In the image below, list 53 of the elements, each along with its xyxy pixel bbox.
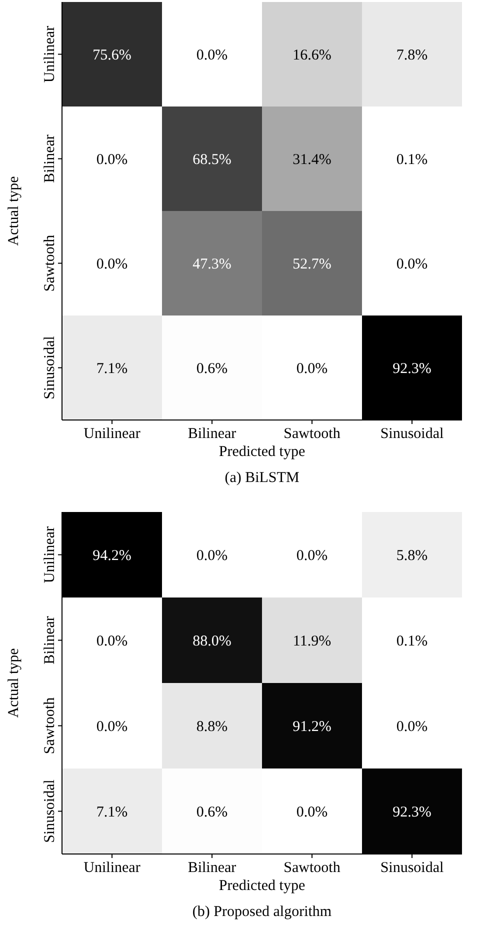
x-tick-label: Unilinear [84,426,140,442]
data-label: 94.2% [92,548,132,564]
data-label: 0.6% [196,804,228,820]
data-label: 52.7% [292,256,332,272]
data-label: 47.3% [192,256,232,272]
data-label: 5.8% [396,548,428,564]
data-label: 91.2% [292,719,332,735]
y-tick-label: Bilinear [42,134,58,183]
data-label: 7.8% [396,48,428,64]
data-label: 0.0% [396,719,428,735]
data-label: 92.3% [392,361,432,377]
x-tick-label: Sinusoidal [380,426,444,442]
data-label: 0.0% [296,361,328,377]
x-axis-title: Predicted type [218,444,306,460]
x-tick-label: Sinusoidal [380,860,444,876]
data-label: 0.1% [396,152,428,168]
data-label: 88.0% [192,634,232,650]
text: (a) BiLSTM [224,470,300,486]
data-label: 0.0% [296,804,328,820]
y-tick-label: Unilinear [42,526,58,584]
x-tick-label: Bilinear [188,860,236,876]
x-tick-label: Bilinear [188,426,236,442]
y-tick-label: Sawtooth [42,696,58,754]
data-label: 0.0% [196,548,228,564]
data-label: 92.3% [392,804,432,820]
data-label: 31.4% [292,152,332,168]
data-label: 11.9% [292,634,332,650]
data-label: 0.0% [96,152,128,168]
data-label: 0.6% [196,361,228,377]
data-label: 0.0% [296,548,328,564]
y-tick-label: Sinusoidal [42,336,58,400]
data-label: 0.0% [96,256,128,272]
y-axis-title: Actual type [6,648,22,718]
x-tick-label: Sawtooth [284,860,341,876]
data-label: 0.1% [396,634,428,650]
data-label: 0.0% [96,719,128,735]
y-tick-label: Sawtooth [42,234,58,292]
data-label: 68.5% [192,152,232,168]
x-tick-label: Unilinear [84,860,140,876]
data-label: 75.6% [92,48,132,64]
data-label: 7.1% [96,804,128,820]
y-tick-label: Bilinear [42,616,58,664]
x-tick-label: Sawtooth [284,426,341,442]
y-axis-title: Actual type [6,176,22,246]
data-label: 8.8% [196,719,228,735]
text: (b) Proposed algorithm [192,904,332,920]
data-label: 0.0% [196,48,228,64]
data-label: 16.6% [292,48,332,64]
data-label: 0.0% [96,634,128,650]
y-tick-label: Unilinear [42,26,58,83]
data-label: 7.1% [96,361,128,377]
data-label: 0.0% [396,256,428,272]
x-axis-title: Predicted type [218,878,306,894]
